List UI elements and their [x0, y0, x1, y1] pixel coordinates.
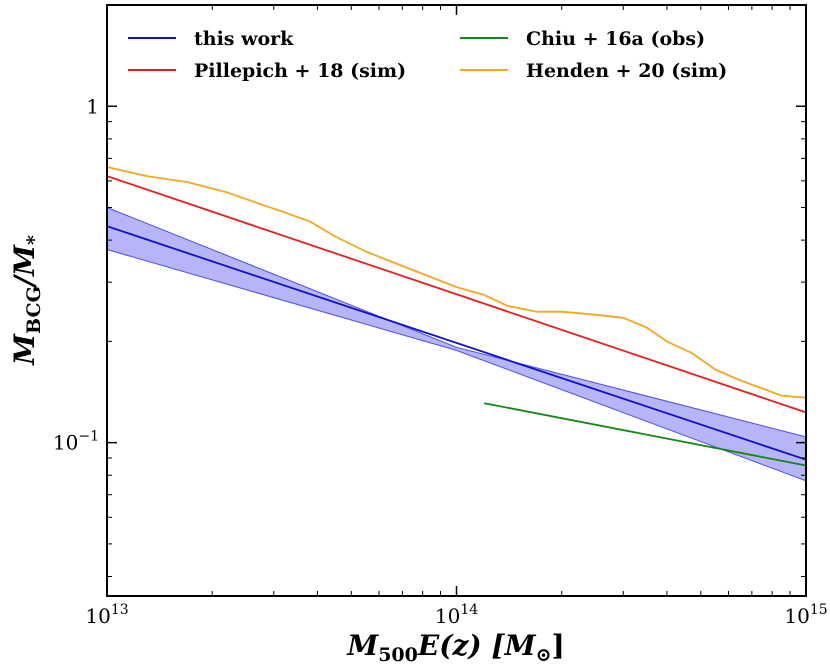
- axis-ticks: [106, 4, 807, 596]
- band-lower-edge-0: [106, 249, 807, 482]
- legend-label-0: this work: [194, 28, 294, 50]
- legend-label-1: Pillepich + 18 (sim): [194, 60, 406, 82]
- x-label-sub: 500: [378, 644, 418, 664]
- y-label-mid: /M: [8, 244, 41, 289]
- x-label-close: ]: [552, 629, 565, 662]
- y-tick-label-1: 10−1: [53, 429, 99, 455]
- legend-label-3: Henden + 20 (sim): [526, 60, 727, 82]
- x-tick-label-2: 1015: [784, 602, 827, 628]
- y-label-main: M: [8, 333, 41, 366]
- band-series-0: [106, 206, 807, 482]
- plot-frame: [106, 4, 807, 597]
- legend: this work Chiu + 16a (obs) Pillepich + 18 …: [128, 28, 727, 82]
- x-tick-exp: 15: [810, 602, 828, 618]
- series-line-2: [484, 402, 807, 467]
- series-line-0: [106, 225, 807, 461]
- x-tick-exp: 13: [111, 602, 129, 618]
- y-label-sub2: *: [23, 235, 45, 245]
- x-axis-label: M500E(z) [M⊙]: [346, 629, 565, 664]
- x-tick-base: 10: [435, 604, 460, 628]
- series-line-3: [106, 166, 807, 399]
- x-label-tail: E(z) [M: [417, 629, 537, 662]
- y-axis-label: MBCG/M*: [8, 235, 45, 366]
- x-label-main: M: [346, 629, 379, 662]
- y-tick-base: 1: [86, 94, 99, 118]
- x-tick-base: 10: [85, 604, 110, 628]
- y-label-sub: BCG: [23, 286, 45, 334]
- x-tick-base: 10: [784, 604, 809, 628]
- x-tick-exp: 14: [460, 602, 478, 618]
- x-label-sun: ⊙: [536, 644, 552, 664]
- band-upper-edge-0: [106, 207, 807, 438]
- legend-label-2: Chiu + 16a (obs): [526, 28, 705, 50]
- y-tick-exp: −1: [78, 429, 99, 445]
- y-tick-base: 10: [53, 431, 78, 455]
- series-line-1: [106, 175, 807, 414]
- x-tick-label-1: 1014: [435, 602, 478, 628]
- series-lines: [106, 166, 807, 467]
- y-tick-label-0: 1: [86, 94, 99, 118]
- confidence-bands: [106, 206, 807, 482]
- x-tick-label-0: 1013: [85, 602, 128, 628]
